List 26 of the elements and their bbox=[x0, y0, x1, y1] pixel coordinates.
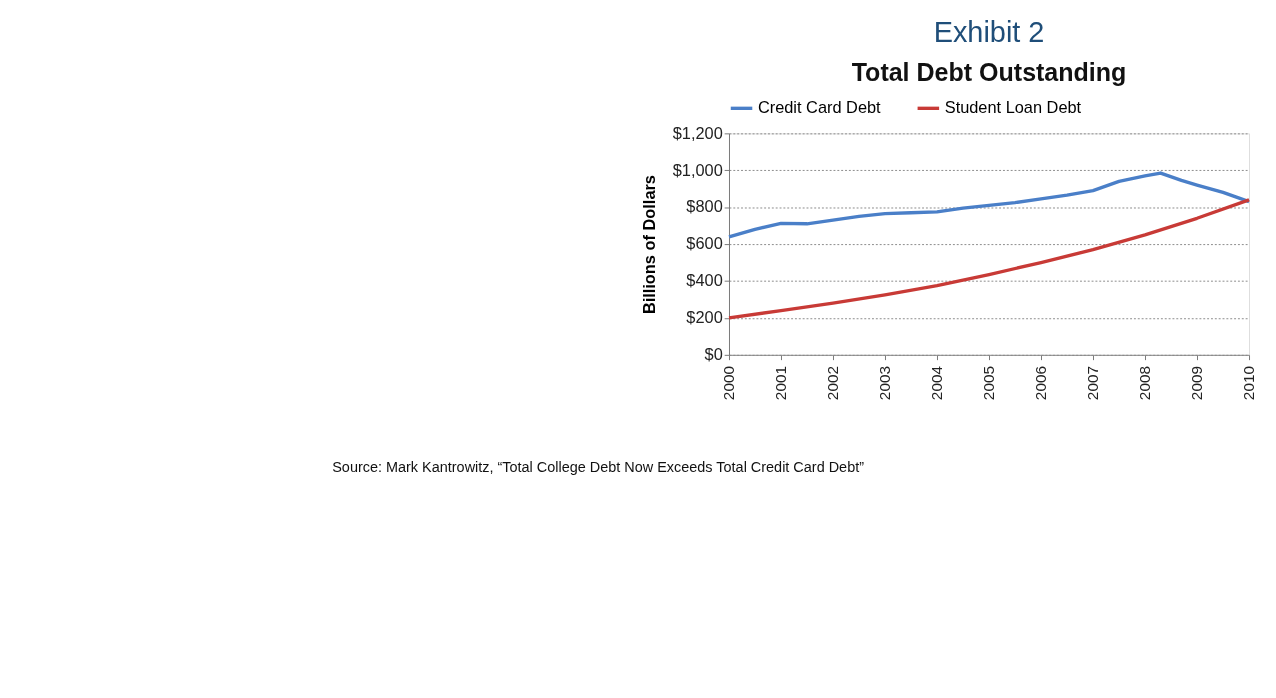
x-tick-label: 2001 bbox=[772, 365, 790, 401]
source-note: Source: Mark Kantrowitz, “Total College Debt Now Exceeds Total Credit Card Debt” bbox=[332, 459, 865, 476]
y-tick-label: $400 bbox=[686, 271, 723, 290]
x-tick-label: 2006 bbox=[1032, 365, 1050, 401]
x-tick-label: 2007 bbox=[1084, 365, 1102, 401]
legend-label: Student Loan Debt bbox=[944, 98, 1082, 117]
y-tick-label: $800 bbox=[686, 197, 723, 216]
line-series bbox=[727, 171, 1251, 239]
y-tick-label: $600 bbox=[686, 234, 723, 253]
x-tick-label: 2004 bbox=[928, 365, 946, 401]
chart-title: Exhibit 2 bbox=[933, 15, 1045, 48]
y-tick-label: $200 bbox=[686, 308, 723, 327]
x-tick-label: 2003 bbox=[876, 365, 894, 401]
legend-label: Credit Card Debt bbox=[757, 98, 882, 117]
y-tick-label: $0 bbox=[704, 345, 723, 364]
x-tick-label: 2008 bbox=[1136, 365, 1154, 401]
x-tick-label: 2009 bbox=[1188, 365, 1206, 401]
y-tick-label: $1,200 bbox=[672, 123, 723, 142]
x-tick-label: 2010 bbox=[1240, 365, 1258, 401]
line-series bbox=[727, 198, 1251, 320]
chart-subtitle: Total Debt Outstanding bbox=[851, 58, 1127, 87]
x-tick-label: 2002 bbox=[824, 365, 842, 401]
y-tick-label: $1,000 bbox=[672, 160, 723, 179]
x-tick-label: 2000 bbox=[720, 365, 738, 401]
y-axis-title: Billions of Dollars bbox=[640, 175, 659, 315]
x-tick-label: 2005 bbox=[980, 365, 998, 401]
